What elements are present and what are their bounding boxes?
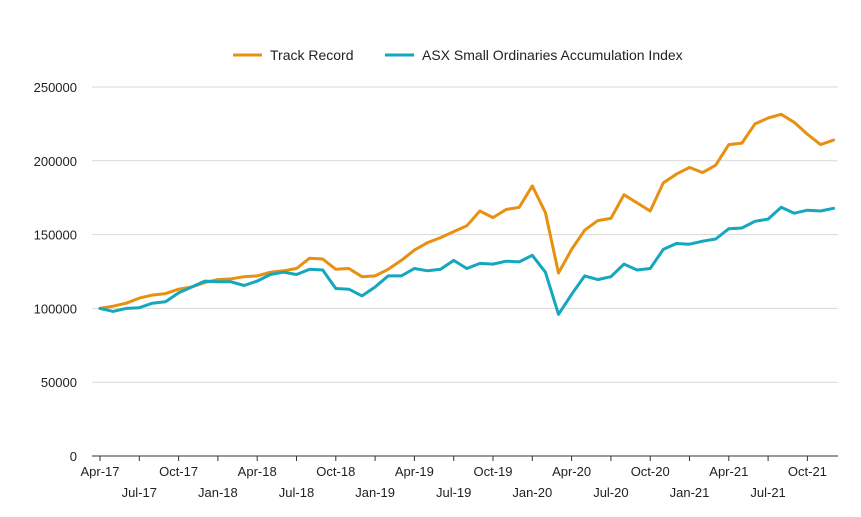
y-axis-tick-labels: 0 50000 100000 150000 200000 250000 [34, 80, 77, 464]
x-tick-label: Jul-19 [436, 485, 471, 500]
x-tick-label: Apr-20 [552, 464, 591, 479]
legend-label: Track Record [270, 47, 354, 63]
x-tick-label: Oct-20 [631, 464, 670, 479]
x-tick-label: Apr-17 [80, 464, 119, 479]
y-tick-label: 100000 [34, 301, 77, 316]
series-lines [98, 112, 836, 316]
series-line-asx-small-ordinaries [98, 205, 836, 316]
x-axis-tick-labels: Apr-17 Oct-17 Apr-18 Oct-18 Apr-19 Oct-19 Apr-… [80, 456, 827, 500]
y-tick-label: 200000 [34, 154, 77, 169]
x-tick-label: Jan-18 [198, 485, 238, 500]
x-tick-label: Jan-19 [355, 485, 395, 500]
x-tick-label: Oct-17 [159, 464, 198, 479]
x-tick-label: Jul-18 [279, 485, 314, 500]
y-tick-label: 150000 [34, 228, 77, 243]
x-tick-label: Oct-18 [316, 464, 355, 479]
y-tick-label: 50000 [41, 375, 77, 390]
x-tick-label: Apr-21 [709, 464, 748, 479]
x-tick-label: Apr-18 [238, 464, 277, 479]
x-tick-label: Jan-20 [512, 485, 552, 500]
series-line-track-record [98, 112, 836, 310]
gridlines [92, 86, 838, 457]
x-tick-label: Jan-21 [670, 485, 710, 500]
y-tick-label: 250000 [34, 80, 77, 95]
x-tick-label: Oct-19 [473, 464, 512, 479]
x-tick-label: Jul-21 [750, 485, 785, 500]
y-tick-label: 0 [70, 449, 77, 464]
x-tick-label: Jul-17 [122, 485, 157, 500]
legend-label: ASX Small Ordinaries Accumulation Index [422, 47, 683, 63]
legend: Track Record ASX Small Ordinaries Accumul… [233, 47, 683, 63]
x-tick-label: Jul-20 [593, 485, 628, 500]
x-tick-label: Oct-21 [788, 464, 827, 479]
x-tick-label: Apr-19 [395, 464, 434, 479]
